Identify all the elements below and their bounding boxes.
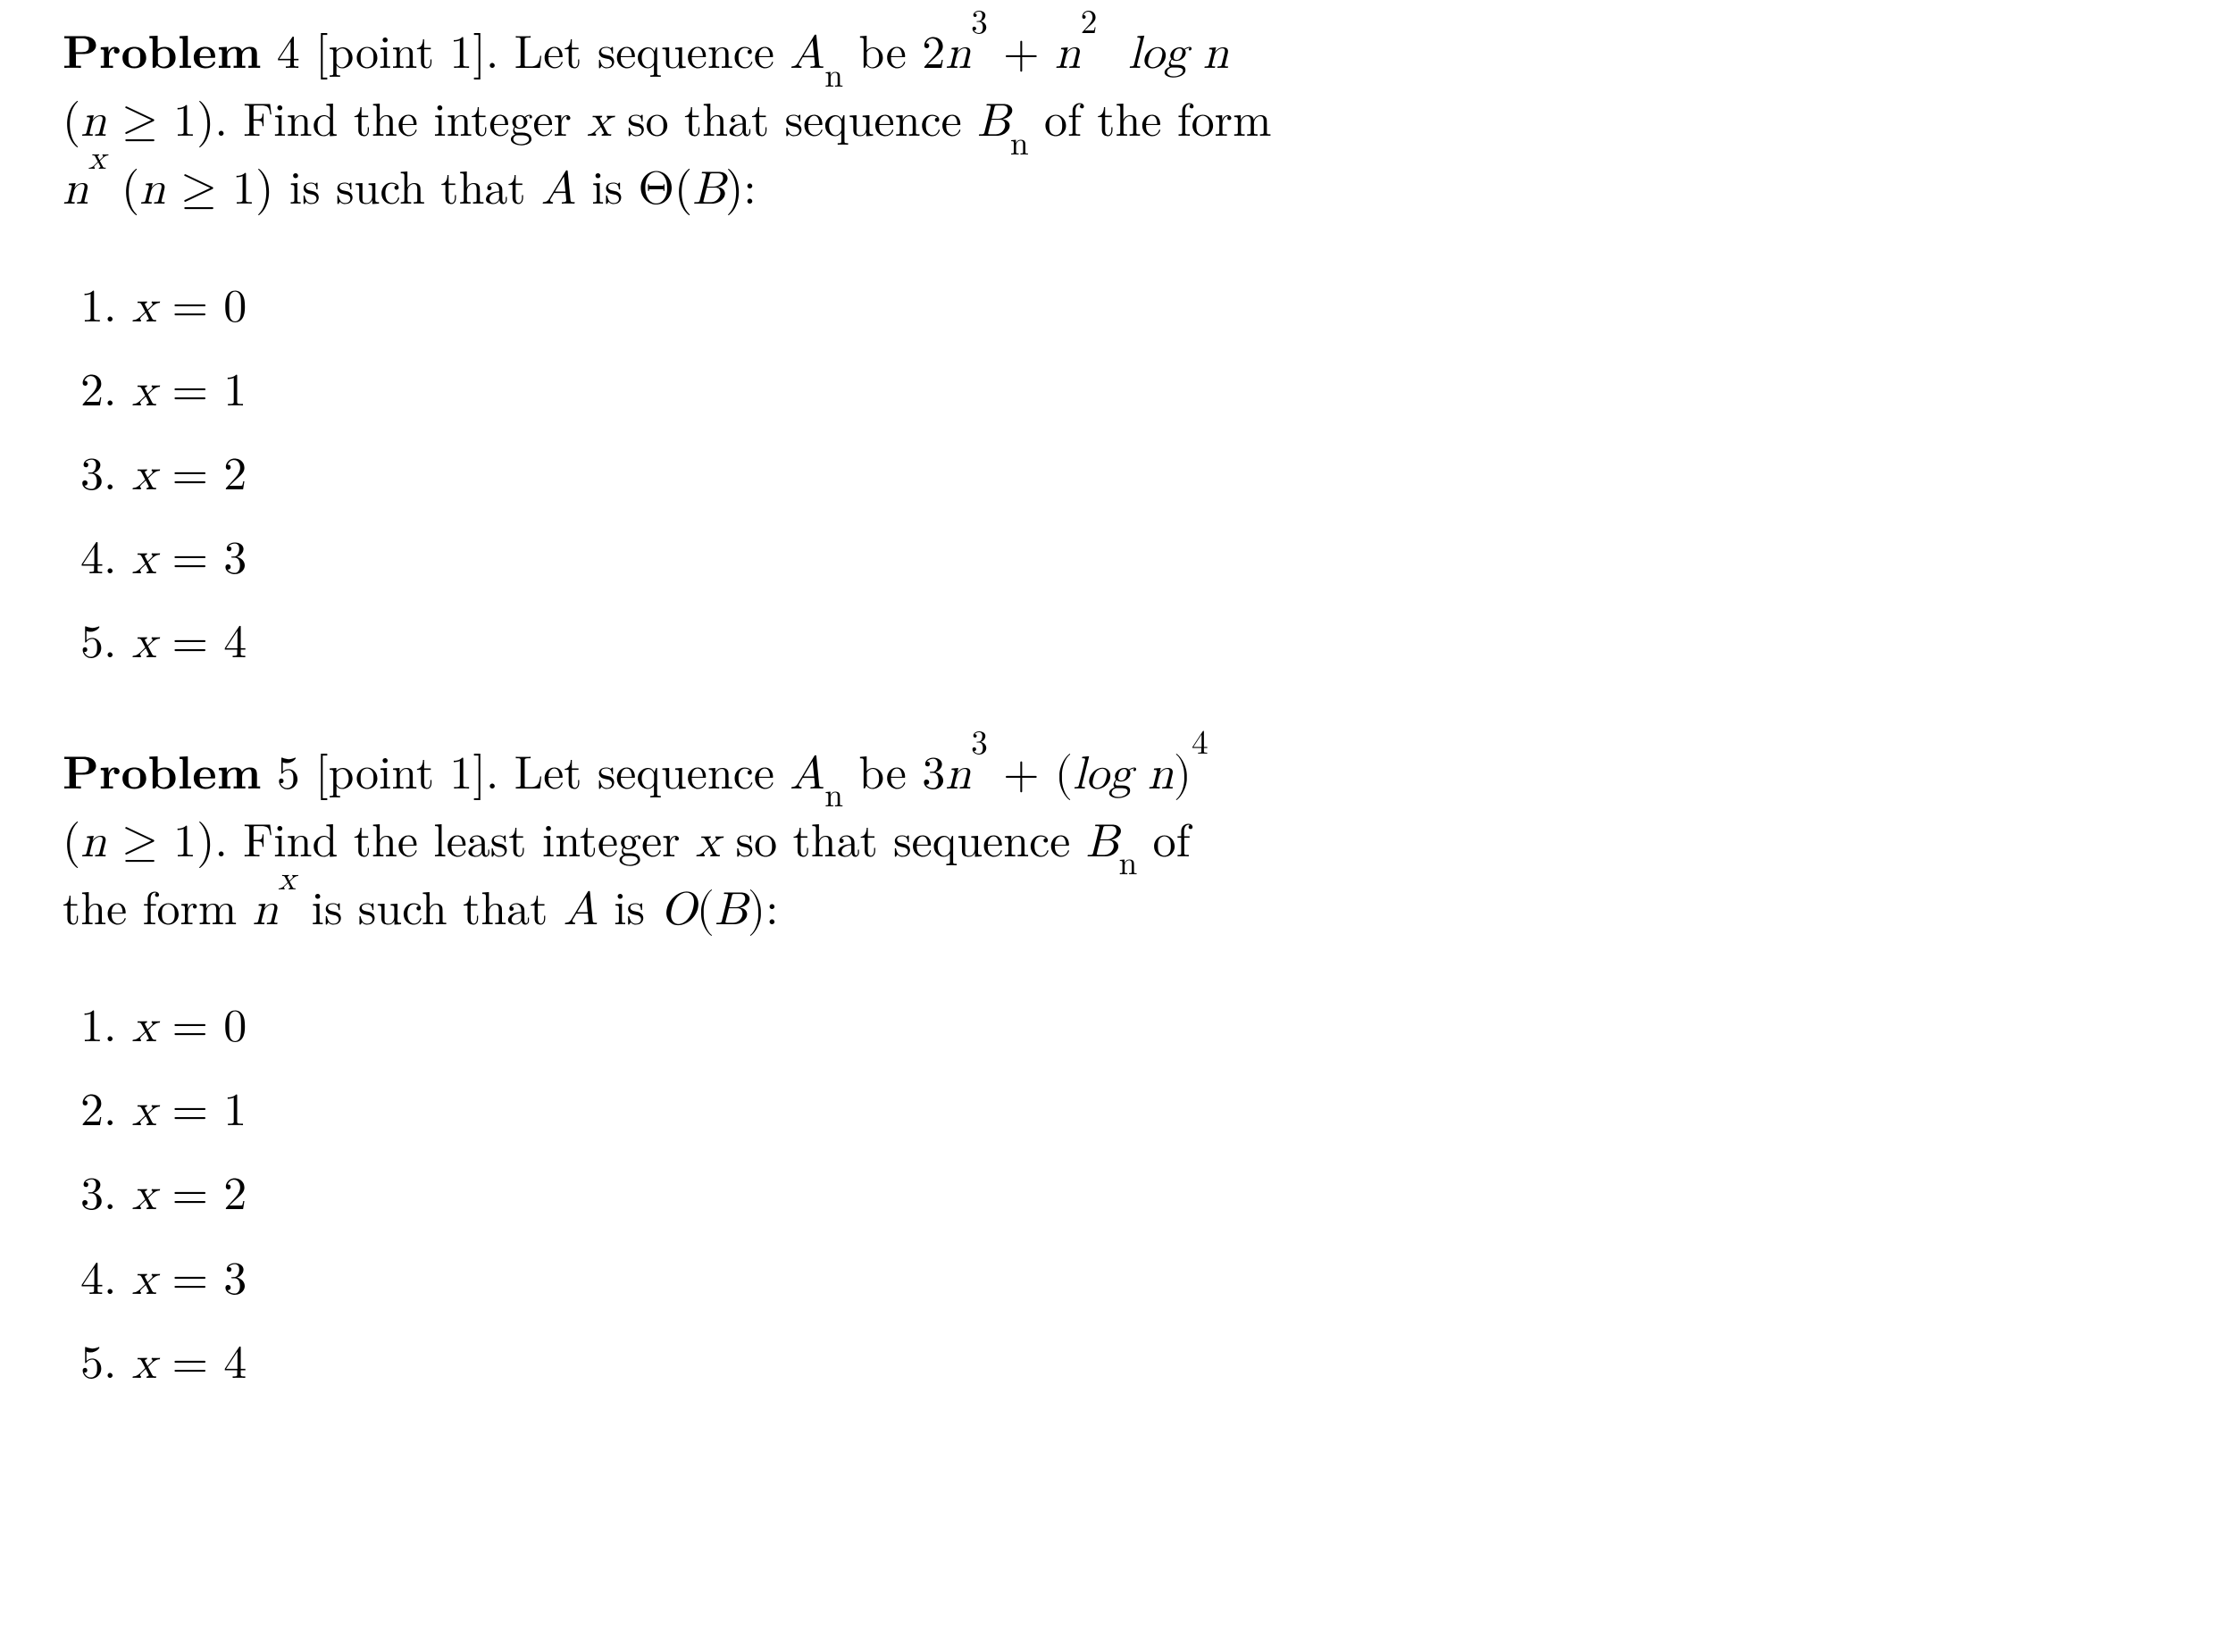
option-eq: x = 4 (132, 1341, 247, 1388)
problem-5-domain: n ≥ 1 (80, 820, 197, 866)
option-number: 1. (80, 270, 116, 336)
problem-5-domain-open: ( (63, 805, 80, 871)
option-number: 4. (80, 521, 116, 588)
option-eq: x = 1 (132, 1089, 247, 1135)
problem-4-option-2: 2. x = 1 (80, 355, 2170, 423)
option-eq: x = 4 (132, 621, 247, 667)
problem-4-B: Bn (977, 99, 1029, 146)
option-eq: x = 0 (132, 285, 247, 331)
problem-5-statement: Problem 5 [point 1]. Let sequence An be … (63, 738, 2170, 943)
problem-5-number: 5 (277, 737, 300, 803)
option-eq: x = 0 (132, 1005, 247, 1051)
subscript-n: n (824, 780, 843, 813)
problem-5-text-2: be (858, 737, 922, 803)
problem-4-text-7: ( (121, 152, 139, 218)
problem-5-x: x (696, 820, 720, 866)
problem-5-points-open: [point (315, 737, 449, 803)
problem-4-A: An (790, 31, 843, 78)
problem-5-A2: A (564, 888, 598, 934)
problem-4-text-1: Let sequence (514, 16, 790, 82)
problem-5-colon: : (765, 872, 778, 939)
option-number: 2. (80, 1073, 116, 1139)
problem-4-is: is (591, 152, 638, 218)
problem-4-label: Problem (63, 16, 261, 82)
problem-5-option-1: 1. x = 0 (80, 991, 2170, 1059)
problem-5-text-1: Let sequence (514, 737, 790, 803)
problem-4-points-close: ]. (473, 16, 498, 82)
subscript-n: n (1010, 129, 1029, 162)
option-number: 5. (80, 605, 116, 672)
problem-5-expr: 3n3 + (log n)4 (922, 752, 1208, 798)
problem-4-domain-open: ( (63, 84, 80, 150)
problem-4-text-6: of the form (1044, 84, 1271, 150)
option-eq: x = 2 (132, 1172, 247, 1219)
problem-5-text-4: Find the least integer (243, 805, 696, 871)
problem-5-option-2: 2. x = 1 (80, 1075, 2170, 1143)
option-eq: x = 1 (132, 369, 247, 415)
problem-5-option-4: 4. x = 3 (80, 1244, 2170, 1312)
problem-4-option-3: 3. x = 2 (80, 439, 2170, 507)
problem-5-points-close: ]. (473, 737, 498, 803)
option-number: 3. (80, 1157, 116, 1223)
problem-4-text-2: be (858, 16, 922, 82)
problem-5-text-6: of (1153, 805, 1191, 871)
option-number: 3. (80, 438, 116, 504)
option-number: 5. (80, 1326, 116, 1392)
option-number: 1. (80, 989, 116, 1055)
problem-4: Problem 4 [point 1]. Let sequence An be … (63, 18, 2170, 676)
problem-4-text-5: so that sequence (627, 84, 977, 150)
problem-5-option-5: 5. x = 4 (80, 1328, 2170, 1396)
option-number: 4. (80, 1242, 116, 1308)
problem-5-nx: nx (252, 888, 296, 934)
problem-4-expr: 2n3 + n2 log n (922, 31, 1228, 78)
option-eq: x = 2 (132, 453, 247, 499)
problem-5-option-3: 3. x = 2 (80, 1159, 2170, 1227)
problem-5-text-6b: the form (63, 872, 252, 939)
problem-4-text-4: Find the integer (243, 84, 587, 150)
problem-5-domain-close: ). (197, 805, 228, 871)
problem-5-label: Problem (63, 737, 261, 803)
problem-4-domain2: n ≥ 1 (139, 167, 255, 213)
problem-5-A: An (790, 752, 843, 798)
option-eq: x = 3 (132, 1257, 247, 1304)
problem-4-option-1: 1. x = 0 (80, 271, 2170, 339)
problem-5-text-8a: is such that (312, 872, 564, 939)
problem-4-domain: n ≥ 1 (80, 99, 197, 146)
problem-4-statement: Problem 4 [point 1]. Let sequence An be … (63, 18, 2170, 222)
problem-4-nx: nx (63, 167, 106, 213)
problem-4-number: 4 (277, 16, 300, 82)
problem-5-is: is (614, 872, 660, 939)
problem-4-option-4: 4. x = 3 (80, 523, 2170, 591)
problem-4-colon: : (743, 152, 756, 218)
problem-4-text-8a: ) is such that (255, 152, 541, 218)
problem-5-B: Bn (1086, 820, 1138, 866)
problem-4-domain-close: ). (197, 84, 228, 150)
problem-5-options: 1. x = 0 2. x = 1 3. x = 2 4. x = 3 5. x… (63, 991, 2170, 1396)
problem-4-theta: Θ(B) (639, 152, 744, 218)
problem-4-points-value: 1 (449, 16, 473, 82)
option-number: 2. (80, 354, 116, 420)
option-eq: x = 3 (132, 537, 247, 583)
page: Problem 4 [point 1]. Let sequence An be … (0, 0, 2233, 1494)
problem-5: Problem 5 [point 1]. Let sequence An be … (63, 738, 2170, 1397)
subscript-n: n (824, 61, 843, 94)
subscript-n: n (1118, 848, 1137, 881)
problem-4-option-5: 5. x = 4 (80, 607, 2170, 675)
problem-5-points-value: 1 (449, 737, 473, 803)
problem-4-A2: A (541, 167, 576, 213)
problem-5-bigO: O(B) (660, 888, 765, 934)
problem-4-x: x (587, 99, 611, 146)
problem-4-options: 1. x = 0 2. x = 1 3. x = 2 4. x = 3 5. x… (63, 271, 2170, 676)
problem-4-points-open: [point (315, 16, 449, 82)
problem-5-text-5: so that sequence (736, 805, 1086, 871)
